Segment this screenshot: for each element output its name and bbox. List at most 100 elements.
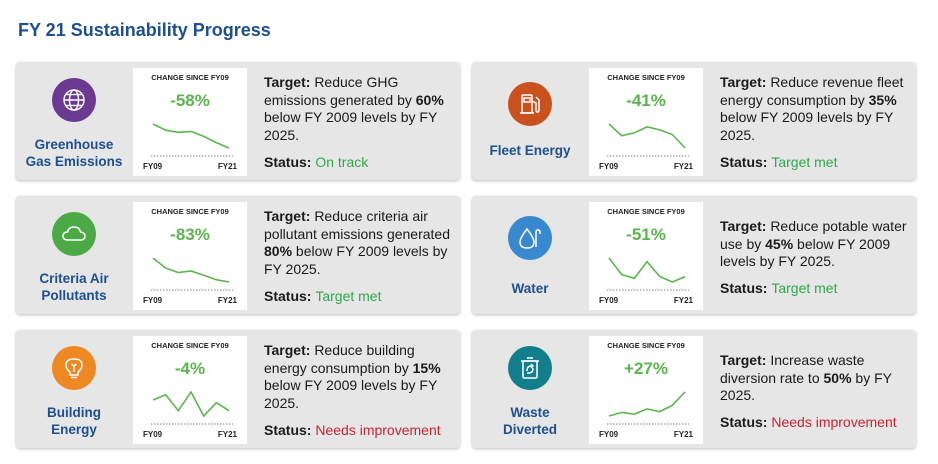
target-text: below FY 2009 levels by FY 2025. — [720, 109, 894, 143]
chart-header: CHANGE SINCE FY09 — [151, 73, 229, 82]
status-label: Status: — [720, 280, 772, 296]
target-label: Target: — [264, 208, 315, 224]
trend-chart: CHANGE SINCE FY09 -4% FY09 FY21 — [133, 336, 247, 444]
axis-start-label: FY09 — [599, 296, 619, 305]
category-name-line: Energy — [51, 422, 97, 437]
category-name: Building Energy — [16, 404, 132, 438]
target-label: Target: — [720, 218, 771, 234]
target-description: Target: Reduce criteria air pollutant em… — [264, 208, 456, 278]
metric-card: Building Energy CHANGE SINCE FY09 -4% FY09 FY… — [16, 330, 460, 448]
target-label: Target: — [264, 342, 315, 358]
metric-card: Greenhouse Gas Emissions CHANGE SINCE FY09… — [16, 62, 460, 180]
category-name-line: Fleet Energy — [489, 143, 571, 158]
category-name-line: Gas Emissions — [25, 154, 123, 169]
trend-line — [152, 257, 230, 283]
trend-chart: CHANGE SINCE FY09 -41% FY09 FY21 — [589, 68, 703, 176]
target-description: Target: Increase waste diversion rate to… — [720, 352, 912, 405]
target-description: Target: Reduce revenue fleet energy cons… — [720, 74, 912, 144]
chart-header: CHANGE SINCE FY09 — [151, 341, 229, 350]
change-percent: -83% — [170, 225, 210, 244]
change-percent: -4% — [175, 359, 205, 378]
trend-line — [152, 123, 230, 149]
target-label: Target: — [264, 74, 315, 90]
trend-line — [152, 390, 230, 418]
target-text: Reduce revenue fleet energy consumption … — [720, 74, 904, 108]
status-label: Status: — [264, 288, 316, 304]
change-percent: -41% — [626, 91, 666, 110]
recycle-bin-icon — [508, 346, 552, 390]
category-name: Waste Diverted — [472, 404, 588, 438]
axis-start-label: FY09 — [599, 162, 619, 171]
page-title: FY 21 Sustainability Progress — [18, 20, 271, 40]
axis-start-label: FY09 — [143, 162, 163, 171]
change-percent: -51% — [626, 225, 666, 244]
change-percent: -58% — [170, 91, 210, 110]
target-text: Reduce building energy consumption by — [264, 342, 415, 376]
category-name-line: Pollutants — [41, 288, 107, 303]
category-column: Waste Diverted — [472, 330, 588, 448]
metric-card: Fleet Energy CHANGE SINCE FY09 -41% FY09 FY2… — [472, 62, 916, 180]
trend-chart: CHANGE SINCE FY09 +27% FY09 FY21 — [589, 336, 703, 444]
category-column: Fleet Energy — [472, 62, 588, 180]
trend-line — [608, 123, 686, 149]
category-name: Criteria Air Pollutants — [16, 270, 132, 304]
category-name: Water — [472, 280, 588, 297]
water-drop-icon — [508, 216, 552, 260]
target-text: below FY 2009 levels by FY 2025. — [264, 243, 448, 277]
category-name-line: Greenhouse — [34, 137, 114, 152]
axis-end-label: FY21 — [218, 296, 238, 305]
target-description: Target: Reduce GHG emissions generated b… — [264, 74, 456, 144]
axis-start-label: FY09 — [599, 430, 619, 439]
category-name-line: Building — [47, 405, 101, 420]
category-name-line: Criteria Air — [39, 271, 109, 286]
trend-line — [608, 391, 686, 417]
category-column: Criteria Air Pollutants — [16, 196, 132, 314]
metric-card: Criteria Air Pollutants CHANGE SINCE FY09 -… — [16, 196, 460, 314]
status-label: Status: — [720, 414, 772, 430]
target-text: by FY 2025. — [720, 369, 892, 404]
category-name-line: Waste — [510, 405, 550, 420]
axis-end-label: FY21 — [674, 296, 694, 305]
trend-chart: CHANGE SINCE FY09 -51% FY09 FY21 — [589, 202, 703, 310]
category-column: Greenhouse Gas Emissions — [16, 62, 132, 180]
fuel-pump-icon — [508, 82, 552, 126]
status-value: On track — [315, 154, 369, 170]
status-line: Status: Target met — [720, 154, 837, 170]
status-value: Needs improvement — [771, 414, 897, 430]
category-name-line: Diverted — [502, 422, 558, 437]
axis-end-label: FY21 — [218, 430, 238, 439]
target-percent: 60% — [415, 91, 444, 108]
status-label: Status: — [720, 154, 772, 170]
status-line: Status: Needs improvement — [264, 422, 441, 438]
target-text: Reduce GHG emissions generated by — [264, 74, 416, 108]
target-description: Target: Reduce potable water use by 45% … — [720, 218, 912, 271]
chart-header: CHANGE SINCE FY09 — [607, 207, 685, 216]
globe-icon — [52, 78, 96, 122]
axis-start-label: FY09 — [143, 430, 163, 439]
chart-header: CHANGE SINCE FY09 — [151, 207, 229, 216]
target-percent: 80% — [264, 243, 293, 259]
target-label: Target: — [720, 352, 771, 368]
target-text: Reduce potable water use by — [720, 218, 907, 252]
status-line: Status: Needs improvement — [720, 414, 897, 430]
axis-start-label: FY09 — [143, 296, 163, 305]
status-label: Status: — [264, 154, 316, 170]
trend-chart: CHANGE SINCE FY09 -58% FY09 FY21 — [133, 68, 247, 176]
change-percent: +27% — [624, 359, 668, 378]
cloud-icon — [52, 212, 96, 256]
trend-line — [608, 257, 686, 283]
chart-header: CHANGE SINCE FY09 — [607, 341, 685, 350]
target-percent: 45% — [765, 235, 794, 252]
trend-chart: CHANGE SINCE FY09 -83% FY09 FY21 — [133, 202, 247, 310]
target-text: below FY 2009 levels by FY 2025. — [264, 109, 438, 143]
status-line: Status: Target met — [720, 280, 837, 296]
status-line: Status: Target met — [264, 288, 381, 304]
chart-header: CHANGE SINCE FY09 — [607, 73, 685, 82]
category-name-line: Water — [511, 281, 549, 296]
status-label: Status: — [264, 422, 316, 438]
target-description: Target: Reduce building energy consumpti… — [264, 342, 456, 412]
target-text: Reduce criteria air pollutant emissions … — [264, 208, 451, 242]
target-text: below FY 2009 levels by FY 2025. — [264, 377, 438, 411]
target-percent: 15% — [412, 359, 441, 376]
target-text: Increase waste diversion rate to — [720, 352, 865, 386]
